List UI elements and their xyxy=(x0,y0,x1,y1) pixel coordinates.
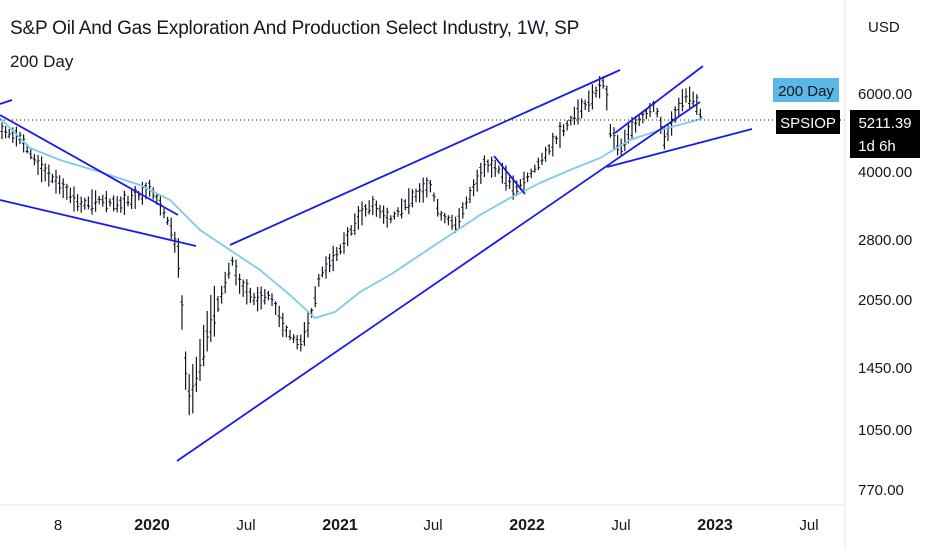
ma-tag: 200 Day xyxy=(773,78,839,102)
ohlc-bars xyxy=(0,76,702,416)
price-tick-label: 1050.00 xyxy=(858,422,912,439)
time-tick-label: 8 xyxy=(54,517,62,534)
trend-line[interactable] xyxy=(614,65,704,134)
time-tick-label: Jul xyxy=(236,517,255,534)
bar-countdown: 1d 6h xyxy=(858,138,896,155)
ma-legend-label: 200 Day xyxy=(10,52,74,71)
price-tick-label: 4000.00 xyxy=(858,164,912,181)
price-axis[interactable]: 6000.00 4000.00 2800.00 2050.00 1450.00 1050.… xyxy=(858,86,912,499)
ma-line xyxy=(0,117,704,320)
time-tick-label: Jul xyxy=(611,517,630,534)
price-tick-label: 1450.00 xyxy=(858,360,912,377)
trend-line[interactable] xyxy=(0,99,13,105)
trend-line[interactable] xyxy=(493,155,526,195)
price-tick-label: 770.00 xyxy=(858,482,904,499)
trend-line[interactable] xyxy=(0,114,179,216)
symbol-tag-bg xyxy=(776,110,840,134)
trend-line[interactable] xyxy=(606,128,753,168)
trend-lines xyxy=(0,65,753,462)
last-price-tag-bg xyxy=(850,110,920,158)
price-tick-label: 2050.00 xyxy=(858,292,912,309)
ma-200-line xyxy=(0,117,704,320)
price-tick-label: 6000.00 xyxy=(858,86,912,103)
currency-label: USD xyxy=(868,19,900,36)
ma-tag-label: 200 Day xyxy=(778,83,834,100)
chart-title: S&P Oil And Gas Exploration And Producti… xyxy=(10,18,580,39)
trend-line[interactable] xyxy=(176,101,701,462)
last-price-value: 5211.39 xyxy=(858,115,911,132)
time-tick-label: 2021 xyxy=(322,517,358,534)
trend-line[interactable] xyxy=(229,69,621,246)
ma-tag-bg xyxy=(773,78,839,102)
time-tick-label: Jul xyxy=(423,517,442,534)
price-tag: SPSIOP 5211.39 1d 6h xyxy=(776,110,920,158)
price-tick-label: 2800.00 xyxy=(858,232,912,249)
time-tick-label: Jul xyxy=(799,517,818,534)
time-tick-label: 2020 xyxy=(134,517,170,534)
symbol-tag-label: SPSIOP xyxy=(780,115,836,132)
trend-line[interactable] xyxy=(0,199,197,247)
time-axis[interactable]: 8 2020 Jul 2021 Jul 2022 Jul 2023 Jul xyxy=(54,517,819,534)
time-tick-label: 2023 xyxy=(697,517,733,534)
time-tick-label: 2022 xyxy=(509,517,545,534)
